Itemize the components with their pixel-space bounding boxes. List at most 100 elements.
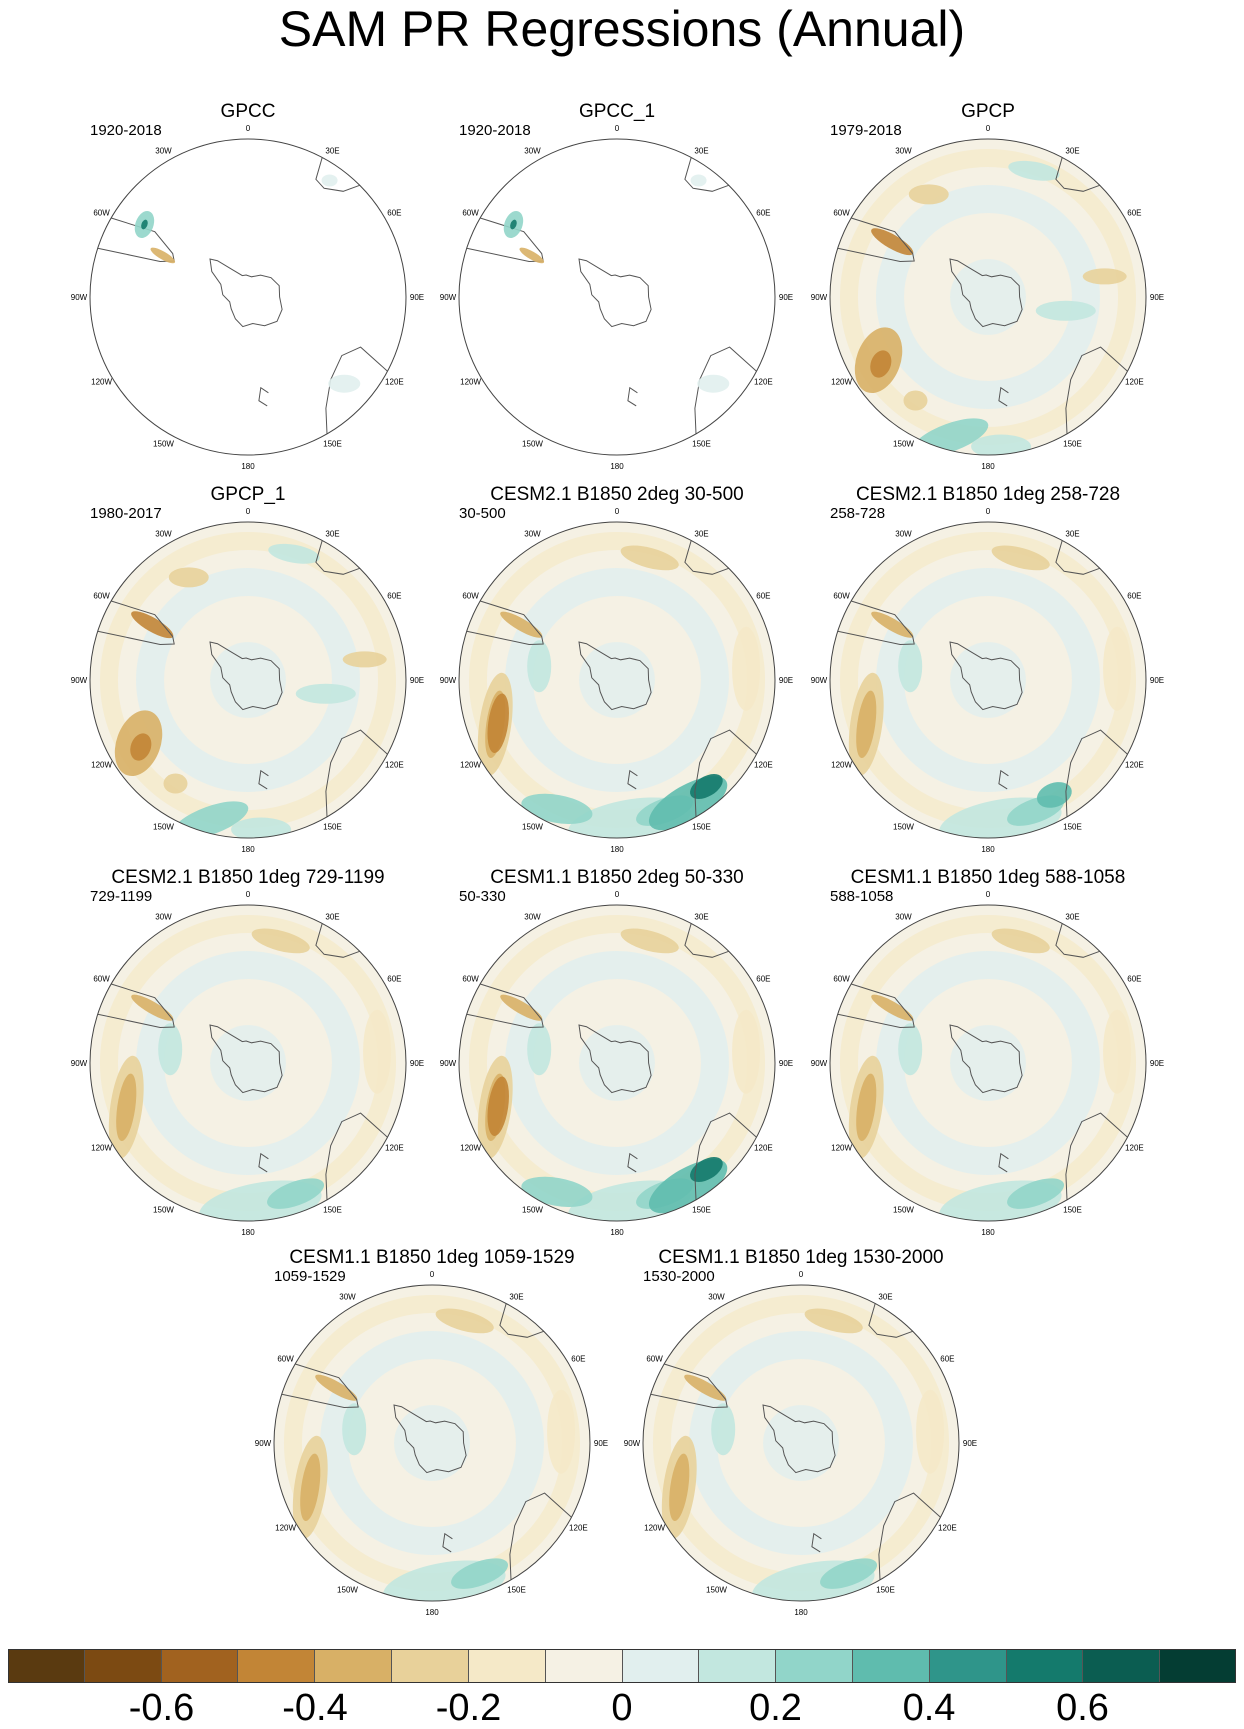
longitude-label: 180 xyxy=(610,845,624,854)
longitude-label: 30E xyxy=(509,1293,523,1302)
colorbar-swatch xyxy=(776,1649,853,1683)
colorbar-swatch xyxy=(84,1649,162,1683)
longitude-label: 150E xyxy=(876,1585,895,1594)
longitude-label: 150E xyxy=(323,439,342,448)
panel-title: CESM1.1 B1850 1deg 588-1058 xyxy=(850,867,1126,888)
longitude-label: 90W xyxy=(71,1059,88,1068)
colorbar-swatch xyxy=(161,1649,239,1683)
longitude-label: 90W xyxy=(811,676,828,685)
map-panel: 0 30E 60E 90E 120E 150E 180 150W 120W 90W 60W 30W xyxy=(624,1270,977,1617)
figure-title: SAM PR Regressions (Annual) xyxy=(278,1,966,57)
longitude-label: 150W xyxy=(522,1205,543,1214)
longitude-label: 180 xyxy=(241,462,255,471)
longitude-label: 30W xyxy=(524,530,541,539)
panel-title: GPCC_1 xyxy=(578,101,656,122)
longitude-label: 0 xyxy=(986,124,991,133)
map-panel: 0 30E 60E 90E 120E 150E 180 150W 120W 90W 60W 30W xyxy=(811,890,1164,1237)
longitude-label: 120W xyxy=(91,378,112,387)
longitude-label: 0 xyxy=(246,890,251,899)
longitude-label: 0 xyxy=(246,507,251,516)
longitude-label: 90W xyxy=(71,293,88,302)
longitude-label: 30E xyxy=(325,147,339,156)
longitude-label: 60W xyxy=(93,975,110,984)
panel-title: CESM1.1 B1850 2deg 50-330 xyxy=(490,867,744,888)
colorbar-swatch xyxy=(929,1649,1007,1683)
longitude-label: 90W xyxy=(440,676,457,685)
period-label: 1059-1529 xyxy=(274,1268,346,1285)
longitude-label: 30E xyxy=(694,147,708,156)
longitude-label: 30W xyxy=(895,913,912,922)
longitude-label: 60W xyxy=(462,975,479,984)
period-label: 588-1058 xyxy=(830,888,894,905)
longitude-label: 120W xyxy=(91,761,112,770)
longitude-label: 120W xyxy=(460,1144,481,1153)
longitude-label: 90E xyxy=(410,293,424,302)
longitude-label: 180 xyxy=(610,462,624,471)
longitude-label: 30E xyxy=(694,913,708,922)
colorbar-tick-label: -0.6 xyxy=(128,1687,195,1729)
longitude-label: 180 xyxy=(981,845,995,854)
map-panel: 0 30E 60E 90E 120E 150E 180 150W 120W 90W 60W 30W xyxy=(811,507,1164,854)
longitude-label: 60W xyxy=(93,209,110,218)
longitude-label: 60W xyxy=(646,1355,663,1364)
colorbar-swatch xyxy=(699,1649,777,1683)
longitude-label: 60E xyxy=(387,975,401,984)
period-label: 30-500 xyxy=(459,505,506,522)
longitude-label: 90W xyxy=(811,293,828,302)
longitude-label: 30W xyxy=(155,147,172,156)
longitude-label: 30E xyxy=(1065,913,1079,922)
longitude-label: 150W xyxy=(153,439,174,448)
longitude-label: 180 xyxy=(794,1608,808,1617)
period-label: 50-330 xyxy=(459,888,506,905)
panel-title: GPCP xyxy=(961,101,1015,122)
period-label: 729-1199 xyxy=(90,888,153,905)
colorbar xyxy=(8,1649,1236,1683)
longitude-label: 60E xyxy=(756,592,770,601)
longitude-label: 30E xyxy=(1065,147,1079,156)
longitude-label: 150W xyxy=(893,822,914,831)
longitude-label: 150W xyxy=(522,822,543,831)
longitude-label: 60W xyxy=(462,592,479,601)
longitude-label: 150W xyxy=(153,1205,174,1214)
period-label: 1920-2018 xyxy=(459,122,531,139)
period-label: 1979-2018 xyxy=(830,122,902,139)
longitude-label: 180 xyxy=(241,845,255,854)
longitude-label: 150E xyxy=(1063,1205,1082,1214)
longitude-label: 60W xyxy=(833,209,850,218)
colorbar-tick-label: -0.4 xyxy=(282,1687,348,1729)
longitude-label: 150E xyxy=(1063,822,1082,831)
longitude-label: 30W xyxy=(339,1293,356,1302)
longitude-label: 60E xyxy=(940,1355,954,1364)
longitude-label: 30E xyxy=(325,913,339,922)
longitude-label: 120E xyxy=(1125,1144,1144,1153)
period-label: 1530-2000 xyxy=(643,1268,715,1285)
longitude-label: 30W xyxy=(895,530,912,539)
longitude-label: 30W xyxy=(708,1293,725,1302)
longitude-label: 60E xyxy=(1127,209,1141,218)
map-panel: 0 30E 60E 90E 120E 150E 180 150W 120W 90W 60W 30W xyxy=(440,507,793,854)
longitude-label: 60W xyxy=(277,1355,294,1364)
panel-title: CESM1.1 B1850 1deg 1530-2000 xyxy=(658,1247,944,1268)
panel-title: CESM2.1 B1850 2deg 30-500 xyxy=(490,484,744,505)
colorbar-tick-label: 0.4 xyxy=(902,1687,956,1729)
longitude-label: 120E xyxy=(385,1144,404,1153)
colorbar-swatch xyxy=(545,1649,623,1683)
longitude-label: 120W xyxy=(831,378,852,387)
longitude-label: 120E xyxy=(569,1524,588,1533)
longitude-label: 60E xyxy=(387,592,401,601)
longitude-label: 120W xyxy=(831,1144,852,1153)
longitude-label: 60W xyxy=(833,975,850,984)
colorbar-tick-label: -0.2 xyxy=(435,1687,502,1729)
longitude-label: 150E xyxy=(323,822,342,831)
longitude-label: 30E xyxy=(878,1293,892,1302)
longitude-label: 180 xyxy=(981,1228,995,1237)
longitude-label: 60E xyxy=(1127,592,1141,601)
longitude-label: 180 xyxy=(241,1228,255,1237)
longitude-label: 150W xyxy=(153,822,174,831)
longitude-label: 90E xyxy=(963,1439,977,1448)
panel-title: CESM2.1 B1850 1deg 258-728 xyxy=(855,484,1121,505)
map-panel: 0 30E 60E 90E 120E 150E 180 150W 120W 90W 60W 30W xyxy=(440,124,793,471)
longitude-label: 90W xyxy=(440,1059,457,1068)
longitude-label: 60E xyxy=(1127,975,1141,984)
longitude-label: 90E xyxy=(410,676,424,685)
